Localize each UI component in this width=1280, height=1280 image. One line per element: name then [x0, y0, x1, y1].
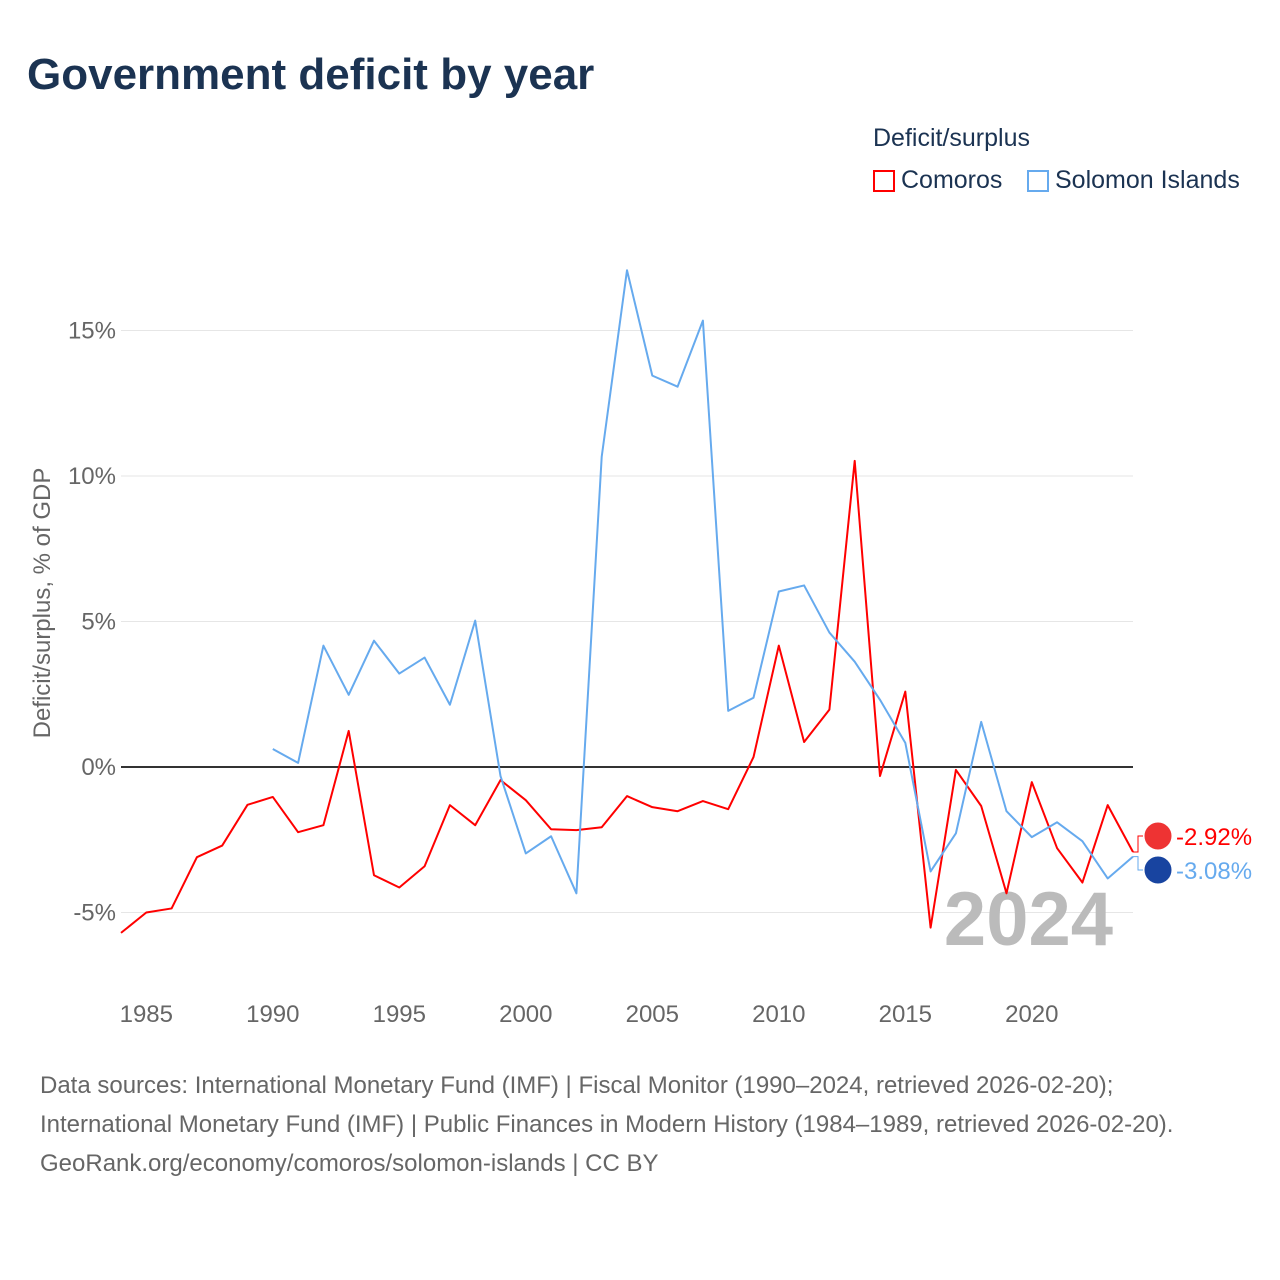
chart-title: Government deficit by year	[27, 50, 595, 99]
source-link[interactable]: GeoRank.org/economy/comoros/solomon-isla…	[40, 1150, 659, 1177]
series-line-solomon-islands[interactable]	[272, 269, 1134, 895]
legend-item-comoros[interactable]: Comoros	[873, 166, 1002, 195]
x-tick-label: 2000	[499, 1001, 552, 1028]
end-value-label: -2.92%	[1176, 824, 1252, 851]
x-tick-label: 1985	[120, 1001, 173, 1028]
y-tick-label: 0%	[81, 754, 116, 781]
y-axis-label: Deficit/surplus, % of GDP	[29, 468, 56, 739]
legend-title: Deficit/surplus	[873, 124, 1030, 152]
end-value-label: -3.08%	[1176, 858, 1252, 885]
label-connector	[1133, 856, 1143, 871]
y-tick-label: 15%	[68, 318, 116, 345]
y-tick-label: 10%	[68, 463, 116, 490]
series-line-comoros[interactable]	[120, 459, 1134, 934]
flag-icon	[1143, 821, 1173, 851]
year-watermark: 2024	[944, 877, 1113, 962]
x-tick-label: 2020	[1005, 1001, 1058, 1028]
label-connector	[1133, 835, 1143, 853]
x-tick-label: 2005	[626, 1001, 679, 1028]
x-tick-label: 1990	[246, 1001, 299, 1028]
y-tick-label: 5%	[81, 609, 116, 636]
data-sources: Data sources: International Monetary Fun…	[40, 1072, 1174, 1138]
footer: Data sources: International Monetary Fun…	[40, 1066, 1240, 1183]
flag-icon	[1143, 855, 1173, 885]
legend-swatch	[1027, 169, 1049, 192]
x-tick-label: 2015	[879, 1001, 932, 1028]
legend-label: Comoros	[901, 166, 1003, 194]
legend-item-solomon-islands[interactable]: Solomon Islands	[1027, 166, 1240, 195]
x-tick-label: 2010	[752, 1001, 805, 1028]
x-tick-label: 1995	[373, 1001, 426, 1028]
legend-label: Solomon Islands	[1055, 166, 1240, 194]
y-tick-label: -5%	[73, 900, 116, 927]
legend-swatch	[873, 169, 895, 192]
